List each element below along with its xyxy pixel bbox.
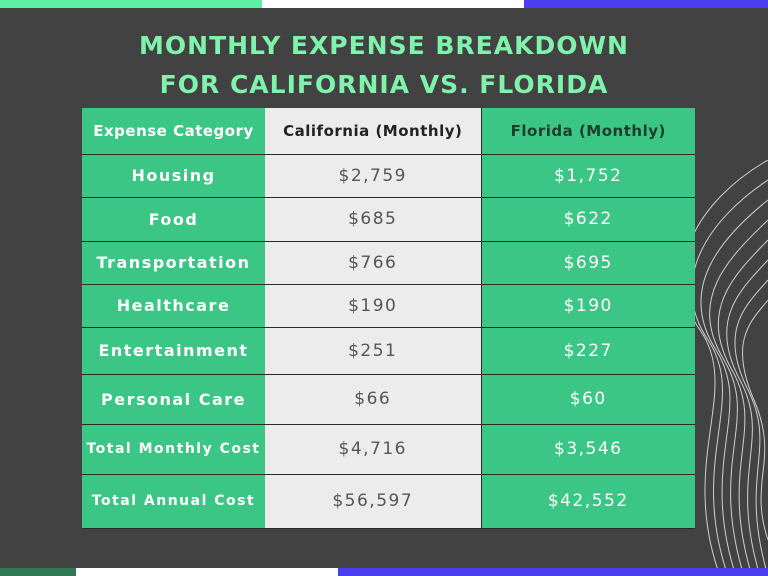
california-value: $190 — [265, 284, 481, 328]
category-cell: Housing — [82, 154, 265, 198]
florida-value: $60 — [480, 374, 695, 425]
california-value: $2,759 — [265, 154, 481, 198]
florida-value: $3,546 — [480, 424, 695, 475]
title-line-2: FOR CALIFORNIA VS. FLORIDA — [159, 70, 609, 99]
category-cell: Total Monthly Cost — [82, 424, 265, 475]
california-value: $66 — [265, 374, 481, 425]
category-cell: Transportation — [82, 241, 265, 285]
table-row: Healthcare $190 $190 — [82, 284, 695, 328]
decorative-wave-lines — [682, 160, 768, 576]
florida-value: $695 — [480, 241, 695, 285]
table-row: Food $685 $622 — [82, 197, 695, 242]
header-expense-category: Expense Category — [82, 108, 265, 155]
category-cell: Food — [82, 197, 265, 242]
table-row: Total Monthly Cost $4,716 $3,546 — [82, 424, 695, 475]
bottom-bar-blue — [338, 568, 768, 576]
page-title: MONTHLY EXPENSE BREAKDOWN FOR CALIFORNIA… — [0, 26, 768, 104]
header-california: California (Monthly) — [265, 108, 481, 155]
florida-value: $1,752 — [480, 154, 695, 198]
bottom-bar-white — [76, 568, 338, 576]
table-row: Housing $2,759 $1,752 — [82, 154, 695, 198]
table-header-row: Expense Category California (Monthly) Fl… — [82, 108, 695, 155]
category-cell: Total Annual Cost — [82, 474, 265, 529]
bottom-color-bar — [0, 568, 768, 576]
florida-value: $42,552 — [480, 474, 695, 529]
florida-value: $227 — [480, 327, 695, 375]
california-value: $685 — [265, 197, 481, 242]
florida-value: $190 — [480, 284, 695, 328]
top-bar-white — [262, 0, 524, 8]
top-bar-green — [0, 0, 262, 8]
california-value: $766 — [265, 241, 481, 285]
title-line-1: MONTHLY EXPENSE BREAKDOWN — [139, 31, 629, 60]
top-color-bar — [0, 0, 768, 8]
category-cell: Entertainment — [82, 327, 265, 375]
category-cell: Healthcare — [82, 284, 265, 328]
header-florida: Florida (Monthly) — [480, 108, 695, 155]
table-row: Total Annual Cost $56,597 $42,552 — [82, 474, 695, 529]
expense-table: Expense Category California (Monthly) Fl… — [82, 108, 695, 529]
table-row: Personal Care $66 $60 — [82, 374, 695, 425]
top-bar-blue — [524, 0, 768, 8]
california-value: $251 — [265, 327, 481, 375]
table-row: Entertainment $251 $227 — [82, 327, 695, 375]
california-value: $4,716 — [265, 424, 481, 475]
florida-value: $622 — [480, 197, 695, 242]
table-row: Transportation $766 $695 — [82, 241, 695, 285]
category-cell: Personal Care — [82, 374, 265, 425]
bottom-bar-green — [0, 568, 76, 576]
california-value: $56,597 — [265, 474, 481, 529]
